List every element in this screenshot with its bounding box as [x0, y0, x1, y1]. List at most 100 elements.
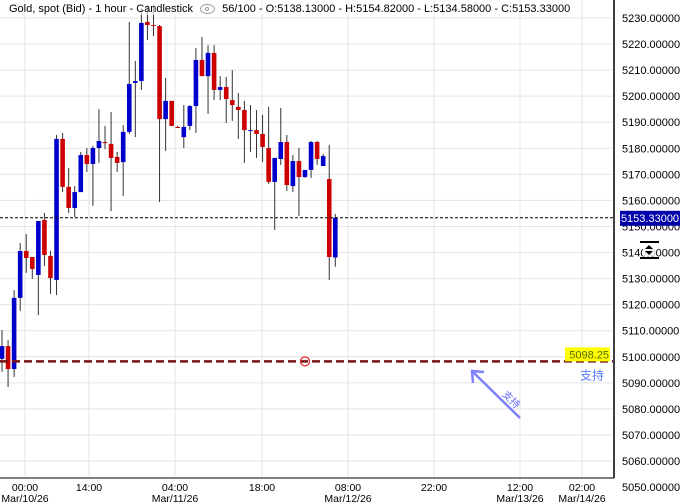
- candle-body: [126, 83, 132, 132]
- candle[interactable]: [187, 105, 193, 131]
- candle[interactable]: [320, 154, 326, 167]
- candle[interactable]: [120, 125, 126, 196]
- candle-body: [139, 22, 144, 82]
- candle[interactable]: [11, 290, 17, 378]
- candle-body: [302, 169, 308, 177]
- candle-body: [193, 59, 199, 107]
- time-tick-label: 12:00: [507, 482, 533, 494]
- candle[interactable]: [66, 168, 71, 213]
- candle[interactable]: [133, 60, 138, 138]
- candle[interactable]: [163, 77, 168, 151]
- price-tick-label: 5200.00000: [622, 91, 680, 103]
- candle[interactable]: [181, 105, 187, 149]
- candle[interactable]: [139, 8, 144, 90]
- candle[interactable]: [102, 125, 108, 150]
- support-text: 支持: [580, 367, 604, 382]
- candle[interactable]: [72, 186, 78, 218]
- candle[interactable]: [30, 256, 35, 279]
- candle-body: [333, 217, 338, 258]
- candle[interactable]: [308, 141, 314, 179]
- candle-body: [175, 126, 181, 128]
- candle-body: [254, 130, 259, 134]
- time-tick-label: 22:00: [421, 482, 447, 494]
- candle[interactable]: [42, 212, 47, 267]
- candle[interactable]: [278, 107, 284, 165]
- candle[interactable]: [78, 151, 84, 193]
- candle[interactable]: [254, 109, 259, 158]
- candle-body: [54, 138, 59, 280]
- bar-count: 56/100: [222, 3, 256, 15]
- candle[interactable]: [60, 132, 65, 193]
- candle-body: [205, 52, 211, 77]
- candle[interactable]: [223, 76, 229, 124]
- candle-body: [96, 141, 102, 149]
- axis-scale-handle-icon[interactable]: [640, 241, 659, 259]
- eye-icon[interactable]: [200, 4, 216, 15]
- candle-body: [133, 81, 138, 83]
- candle[interactable]: [211, 45, 217, 101]
- time-tick-label: 18:00: [249, 482, 275, 494]
- candle[interactable]: [169, 100, 174, 126]
- candle[interactable]: [5, 340, 11, 388]
- candle[interactable]: [296, 148, 302, 217]
- candle[interactable]: [284, 135, 290, 192]
- price-tick-label: 5100.00000: [622, 352, 680, 364]
- candle-body: [11, 297, 17, 370]
- candle[interactable]: [114, 151, 120, 173]
- time-tick-label: 04:00: [162, 482, 188, 494]
- candle-body: [102, 142, 108, 144]
- candle[interactable]: [272, 157, 277, 230]
- candle[interactable]: [236, 93, 241, 139]
- candle[interactable]: [266, 106, 271, 185]
- arrow-annotation[interactable]: 支持: [470, 369, 523, 419]
- candle[interactable]: [36, 221, 41, 316]
- candle[interactable]: [126, 21, 132, 134]
- candle[interactable]: [229, 70, 235, 121]
- candle[interactable]: [54, 135, 59, 296]
- candle[interactable]: [90, 145, 96, 206]
- candle[interactable]: [290, 155, 296, 193]
- candle[interactable]: [333, 213, 338, 267]
- candle-body: [314, 142, 320, 159]
- candle[interactable]: [108, 112, 114, 212]
- candle[interactable]: [84, 148, 90, 173]
- candle-body: [145, 21, 150, 26]
- time-tick-label: 14:00: [76, 482, 102, 494]
- candle-body: [60, 138, 65, 187]
- candle[interactable]: [17, 242, 23, 311]
- candle-body: [236, 106, 241, 110]
- candle[interactable]: [193, 47, 199, 133]
- candle[interactable]: [96, 109, 102, 163]
- candle[interactable]: [248, 105, 253, 152]
- candle[interactable]: [205, 45, 211, 114]
- price-tick-label: 5210.00000: [622, 65, 680, 77]
- price-axis[interactable]: [0, 0, 615, 479]
- candle-body: [151, 25, 156, 27]
- price-tick-label: 5130.00000: [622, 274, 680, 286]
- candle-body: [248, 130, 253, 132]
- candle-body: [66, 186, 71, 208]
- candle[interactable]: [302, 169, 308, 179]
- candle[interactable]: [242, 100, 247, 163]
- candle-body: [157, 26, 162, 120]
- candle[interactable]: [48, 250, 53, 294]
- candle-body: [272, 157, 277, 182]
- candle[interactable]: [157, 25, 162, 202]
- candle[interactable]: [314, 141, 320, 165]
- candle-body: [108, 143, 114, 158]
- candle[interactable]: [175, 125, 181, 128]
- candle[interactable]: [326, 144, 332, 280]
- candle[interactable]: [0, 329, 5, 372]
- candle[interactable]: [23, 234, 29, 273]
- date-tick-label: Mar/12/26: [324, 493, 371, 504]
- candle-body: [266, 148, 271, 182]
- candle[interactable]: [260, 114, 265, 163]
- price-tick-label: 5060.00000: [622, 456, 680, 468]
- candle[interactable]: [199, 37, 205, 77]
- price-tick-label: 5120.00000: [622, 300, 680, 312]
- support-line-anchor[interactable]: [299, 356, 311, 367]
- candle[interactable]: [217, 76, 223, 101]
- price-tick-label: 5230.00000: [622, 13, 680, 25]
- support-label-highlight: [565, 347, 610, 362]
